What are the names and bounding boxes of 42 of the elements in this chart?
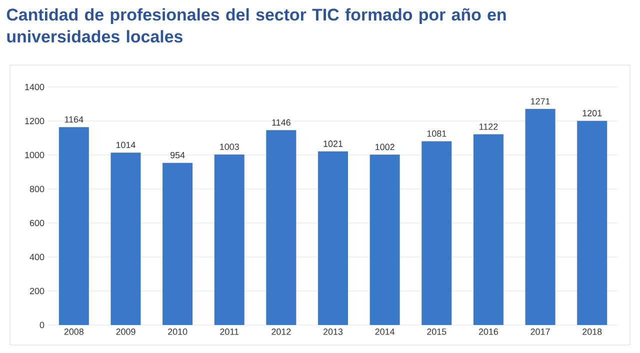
data-label: 1021: [324, 140, 343, 147]
data-label: 1003: [220, 144, 239, 150]
y-tick-label: 800: [30, 186, 44, 192]
data-label: 1146: [272, 119, 290, 126]
y-tick-label: 600: [30, 220, 44, 226]
x-tick-label: 2018: [582, 328, 602, 335]
x-tick-label: 2014: [375, 328, 395, 335]
data-label: 1122: [480, 123, 498, 130]
chart-title: Cantidad de profesionales del sector TIC formado por año en universidades locales: [6, 8, 506, 43]
bar: [214, 154, 244, 325]
bar: [422, 141, 452, 325]
data-label: 1201: [582, 110, 602, 116]
bar: [58, 127, 89, 325]
bar: [577, 120, 608, 325]
x-tick-label: 2012: [272, 328, 291, 335]
y-tick-label: 400: [30, 254, 44, 260]
data-label: 954: [170, 152, 185, 158]
bar: [162, 162, 193, 325]
x-tick-label: 2017: [530, 328, 550, 335]
data-label: 1002: [376, 144, 394, 150]
x-tick-label: 2015: [427, 328, 446, 335]
y-tick-label: 0: [40, 322, 44, 328]
x-tick-label: 2016: [478, 328, 498, 335]
y-tick-label: 1400: [25, 84, 44, 90]
bar: [110, 152, 141, 325]
bar: [370, 154, 400, 325]
bar: [525, 108, 556, 325]
data-label: 1271: [530, 98, 550, 104]
bar: [318, 151, 348, 325]
bar: [266, 130, 296, 325]
x-tick-label: 2009: [116, 328, 136, 335]
x-tick-label: 2010: [168, 328, 188, 335]
y-tick-label: 1200: [25, 118, 44, 124]
y-tick-label: 200: [30, 288, 44, 294]
data-label: 1014: [116, 142, 136, 148]
data-label: 1164: [64, 116, 84, 123]
x-tick-label: 2008: [64, 328, 84, 335]
bar: [473, 134, 504, 325]
data-label: 1081: [427, 130, 446, 137]
y-tick-label: 1000: [25, 152, 44, 158]
x-tick-label: 2013: [323, 328, 343, 335]
x-tick-label: 2011: [220, 328, 239, 335]
